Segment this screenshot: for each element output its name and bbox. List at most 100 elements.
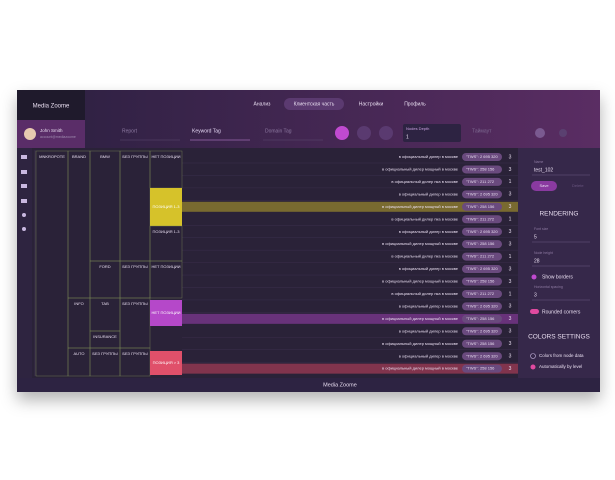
checkbox[interactable] [531,274,537,280]
tws-pill [462,177,502,186]
tree-label: БЕЗ ГРУППЫ [122,301,148,306]
tws-pill [462,215,502,224]
section-title: RENDERING [539,211,578,218]
tws-pill [462,153,502,161]
tws-pill [462,190,502,199]
count: 3 [509,341,512,347]
icon[interactable] [22,227,26,231]
footer-brand: Media Zoome [323,382,357,388]
section-title: COLORS SETTINGS [528,334,590,341]
icon[interactable] [21,199,27,203]
icon[interactable] [22,213,26,217]
count: 1 [509,217,512,223]
tws-pill [462,202,502,211]
tree-label: ПОЗИЦИЯ 1-3 [153,229,181,234]
filter[interactable]: Domain Tag [265,128,292,134]
user-sub: account@mediazoome [40,135,76,139]
tree-label: БЕЗ ГРУППЫ [122,351,148,356]
delete-label[interactable]: Delete [572,183,584,188]
view-button[interactable] [335,126,349,140]
tws: "TWS": 258 156 [466,279,495,284]
tws-pill [462,289,502,298]
nav-pill[interactable] [284,98,344,110]
radio-label[interactable]: Colors from node data [539,353,584,358]
icon[interactable] [21,184,27,188]
tree-node [150,300,182,326]
tws: "TWS": 211 272 [466,254,495,259]
tree-label: НЕТ ПОЗИЦИИ [151,310,180,315]
icon[interactable] [21,170,27,174]
keyword: в официальный дилер в москве [399,266,459,271]
keyword: в официальный дилер в москве [399,229,459,234]
keyword: в официальный дилер пка в москве [391,179,458,184]
count: 3 [509,204,512,210]
depth-box[interactable] [403,124,461,142]
tree-label: INSURANCE [93,334,117,339]
tree-label: TAB [101,301,109,306]
sidebar-icons [21,155,27,231]
tws: "TWS": 258 156 [466,204,495,209]
keyword: в официальный дилер пка в москве [391,254,458,259]
tree-label: ПОЗИЦИЯ 1-3 [153,204,181,209]
tree-label: БЕЗ ГРУППЫ [92,351,118,356]
field-label: Horizontal spacing [534,285,563,289]
keyword: в официальный дилер в москве [399,353,459,358]
settings-button[interactable] [535,128,545,138]
tree-label: БЕЗ ГРУППЫ [122,264,148,269]
tws-pill [462,302,502,311]
nav-item[interactable]: Профиль [404,101,426,107]
toggle-label[interactable]: Rounded corners [542,309,581,315]
tws: "TWS": 258 156 [466,167,495,172]
tree-node [150,351,182,375]
tws-pill [462,252,502,261]
brand: Media Zoome [33,104,70,110]
keyword: в официальный дилер мощный в москве [382,279,459,284]
depth-value: 1 [406,134,409,140]
view-button[interactable] [379,126,393,140]
save-label[interactable]: Save [539,183,549,188]
tws: "TWS": 258 156 [466,366,495,371]
tws-pill [462,339,502,348]
user-name: John Smith [40,128,63,133]
tws-pill [462,352,502,361]
settings-button[interactable] [559,129,567,137]
count: 1 [509,254,512,260]
count: 3 [509,266,512,272]
tws-pill [462,265,502,274]
count: 1 [509,179,512,185]
keyword: в официальный дилер мощный в москве [382,316,459,321]
tree-label: ПОЗИЦИЯ > 3 [153,360,181,365]
row-highlight [182,201,518,212]
tws: "TWS": 211 272 [466,291,495,296]
row-highlight [182,313,518,324]
toggle[interactable] [530,309,539,314]
tws: "TWS": 2 695 320 [466,303,499,308]
count: 3 [509,241,512,247]
checkbox-label[interactable]: Show borders [542,274,573,280]
keyword: в официальный дилер в москве [399,328,459,333]
tws: "TWS": 258 156 [466,241,495,246]
filter[interactable]: Report [122,128,138,134]
radio[interactable] [530,364,536,370]
tws-pill [462,240,502,249]
nav-item[interactable]: Клиентская часть [294,101,335,107]
radio[interactable] [530,353,536,359]
radio-label[interactable]: Automatically by level [539,364,582,369]
keyword: в официальный дилер в москве [399,191,459,196]
save-button[interactable] [531,181,557,191]
count: 3 [509,192,512,198]
filter[interactable]: Keyword Tag [192,128,221,134]
nav-item[interactable]: Настройки [359,100,384,107]
keyword: в официальный дилер мощный в москве [382,241,459,246]
nav-item[interactable]: Анализ [254,101,272,107]
view-button[interactable] [357,126,371,140]
timeout: Таймаут [472,127,492,134]
row-highlight [182,363,518,374]
icon[interactable] [21,155,27,159]
tree-label: AUTO [73,351,84,356]
tws: "TWS": 2 695 320 [466,266,499,271]
count: 1 [509,291,512,297]
tws-pill [462,327,502,336]
